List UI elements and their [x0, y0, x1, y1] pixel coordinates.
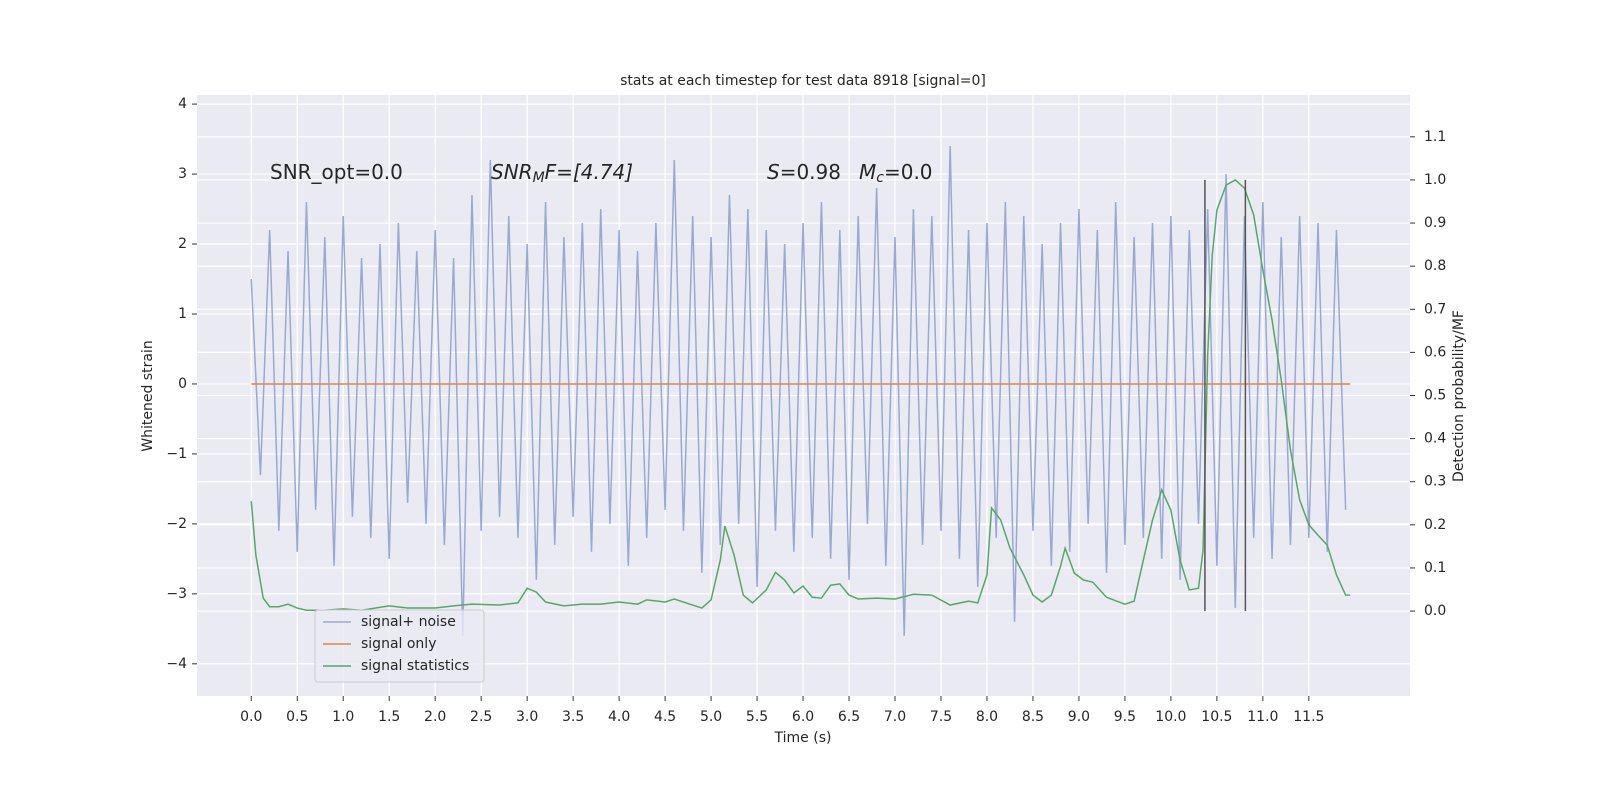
x-tick-label: 9.0 [1068, 709, 1090, 725]
y-axis-title: Whitened strain [140, 340, 156, 451]
annotation: SNR_opt=0.0 [270, 160, 403, 184]
series-line [250, 146, 1347, 636]
annotation-part: M [533, 170, 545, 186]
y2-tick-label: 0.6 [1424, 344, 1446, 360]
x-tick-label: 5.0 [700, 709, 722, 725]
legend-label: signal only [361, 636, 436, 652]
x-tick-label: 8.5 [1022, 709, 1044, 725]
y-tick-label: 4 [178, 96, 187, 112]
y2-tick-label: 0.2 [1424, 517, 1446, 533]
chart-title: stats at each timestep for test data 891… [620, 73, 986, 89]
y2-tick-label: 0.5 [1424, 388, 1446, 404]
y-tick-label: −1 [166, 446, 187, 462]
marks [250, 146, 1351, 636]
legend-box [314, 609, 485, 683]
y-tick-label: −2 [166, 516, 187, 532]
x-tick-label: 10.0 [1155, 709, 1186, 725]
x-tick-label: 1.5 [378, 709, 400, 725]
y2-tick-label: 0.1 [1424, 560, 1446, 576]
annotation: Mc=0.0 [859, 160, 933, 187]
x-tick-label: 6.0 [792, 709, 814, 725]
y2-tick-label: 0.4 [1424, 431, 1446, 447]
y-tick-label: 0 [178, 376, 187, 392]
y-tick-label: 3 [178, 166, 187, 182]
legend-label: signal statistics [361, 658, 469, 674]
y2-axis-title: Detection probability/MF [1451, 310, 1467, 482]
y2-tick-label: 0.8 [1424, 258, 1446, 274]
annotation: S=0.98 [767, 160, 841, 184]
x-tick-label: 0.5 [286, 709, 308, 725]
x-axis-title: Time (s) [774, 730, 832, 746]
annotation-part: SNR_opt=0.0 [270, 160, 403, 184]
x-tick-label: 8.0 [976, 709, 998, 725]
annotation: SNRMF=[4.74] [491, 160, 633, 187]
legend-label: signal+ noise [361, 614, 456, 630]
annotation-part: =0.98 [780, 160, 841, 184]
annotation-part: =0.0 [884, 160, 933, 184]
y2-tick-label: 0.9 [1424, 215, 1446, 231]
x-tick-label: 11.0 [1247, 709, 1278, 725]
x-tick-label: 7.0 [884, 709, 906, 725]
y2-tick-label: 0.3 [1424, 474, 1446, 490]
y-tick-label: −4 [166, 656, 187, 672]
annotation-part: M [859, 160, 876, 184]
annotation-part: S [767, 160, 780, 184]
y2-tick-label: 0.0 [1424, 603, 1446, 619]
y2-tick-label: 1.1 [1424, 129, 1446, 145]
y2-tick-label: 0.7 [1424, 301, 1446, 317]
series-line [250, 179, 1351, 611]
annotation-part: F=[4.74] [545, 160, 633, 184]
axes: 0.0 0.5 1.0 1.5 2.0 2.5 3.0 3.5 4.0 4.5 5.0 5.5 6.0 6… [166, 96, 1446, 725]
x-tick-label: 9.5 [1114, 709, 1136, 725]
grid [197, 95, 1410, 696]
x-tick-label: 5.5 [746, 709, 768, 725]
x-tick-label: 0.0 [240, 709, 262, 725]
y-tick-label: 2 [178, 236, 187, 252]
y-tick-label: 1 [178, 306, 187, 322]
x-tick-label: 2.0 [424, 709, 446, 725]
y2-tick-label: 1.0 [1424, 172, 1446, 188]
x-tick-label: 3.5 [562, 709, 584, 725]
x-tick-label: 2.5 [470, 709, 492, 725]
x-tick-label: 4.0 [608, 709, 630, 725]
annotation-part: SNR [491, 160, 533, 184]
x-tick-label: 7.5 [930, 709, 952, 725]
legend: signal+ noise signal only signal statistic… [314, 609, 485, 683]
x-tick-label: 6.5 [838, 709, 860, 725]
x-tick-label: 4.5 [654, 709, 676, 725]
x-tick-label: 3.0 [516, 709, 538, 725]
annotation-part: c [876, 170, 884, 186]
x-tick-label: 11.5 [1293, 709, 1324, 725]
x-tick-label: 1.0 [332, 709, 354, 725]
y-tick-label: −3 [166, 586, 187, 602]
x-tick-label: 10.5 [1201, 709, 1232, 725]
